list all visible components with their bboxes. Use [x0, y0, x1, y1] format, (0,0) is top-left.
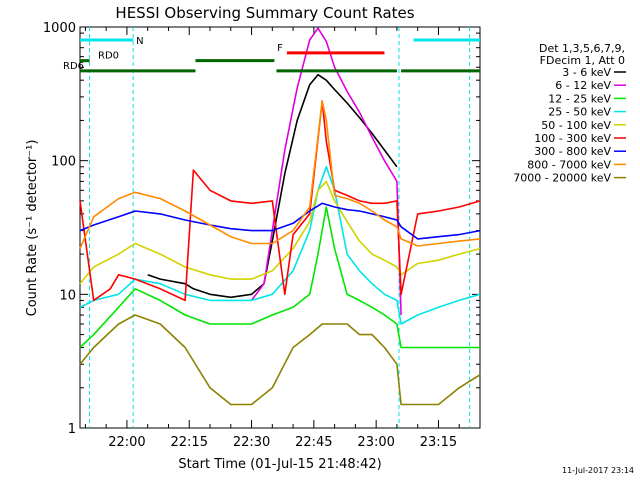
series-line-3	[79, 206, 480, 349]
chart-marks: N RD0 RD6 F	[63, 27, 481, 428]
series-line-2	[250, 27, 402, 316]
y-tick-label: 100	[51, 155, 76, 170]
state-bar-label: N	[136, 36, 143, 47]
chart-title: HESSI Observing Summary Count Rates	[115, 4, 414, 22]
series-line-1	[147, 73, 398, 299]
series-line-8	[79, 100, 481, 249]
x-tick-label: 22:15	[171, 435, 208, 450]
y-tick-label: 1	[68, 422, 76, 437]
legend-label: 800 - 7000 keV	[527, 158, 611, 171]
state-bar-label: RD0	[98, 51, 119, 62]
series-line-5	[79, 180, 481, 285]
legend-label: 25 - 50 keV	[548, 106, 611, 119]
x-tick-label: 22:45	[295, 435, 332, 450]
series-line-9	[79, 314, 481, 406]
legend-label: 12 - 25 keV	[548, 92, 611, 105]
legend-label: 6 - 12 keV	[555, 79, 611, 92]
y-tick-label: 1000	[43, 21, 76, 36]
legend-label: 3 - 6 keV	[562, 66, 611, 79]
legend-label: 100 - 300 keV	[534, 132, 611, 145]
plot-area: 1 10 100 1000 22:00 22:15 22:30 22:45 23:00 23:15	[43, 21, 481, 450]
x-tick-label: 22:00	[108, 435, 145, 450]
y-tick-label: 10	[59, 288, 76, 303]
legend-header-fdecim: FDecim 1, Att 0	[540, 54, 625, 67]
x-axis-label: Start Time (01-Jul-15 21:48:42)	[178, 457, 381, 472]
series-line-6	[79, 100, 481, 302]
legend-header-det: Det 1,3,5,6,7,9,	[539, 42, 625, 55]
plot-frame	[79, 26, 481, 429]
state-bar-label: RD6	[63, 61, 84, 72]
state-bar-label: F	[277, 43, 283, 54]
x-tick-label: 23:00	[357, 435, 394, 450]
legend-label: 300 - 800 keV	[534, 145, 611, 158]
x-tick-label: 23:15	[420, 435, 457, 450]
series-line-7	[79, 202, 481, 240]
footer-timestamp: 11-Jul-2017 23:14	[562, 466, 634, 475]
y-axis-label: Count Rate (s⁻¹ detector⁻¹)	[25, 140, 40, 317]
legend-label: 7000 - 20000 keV	[513, 172, 611, 185]
x-tick-label: 22:30	[233, 435, 270, 450]
legend-label: 50 - 100 keV	[541, 119, 611, 132]
